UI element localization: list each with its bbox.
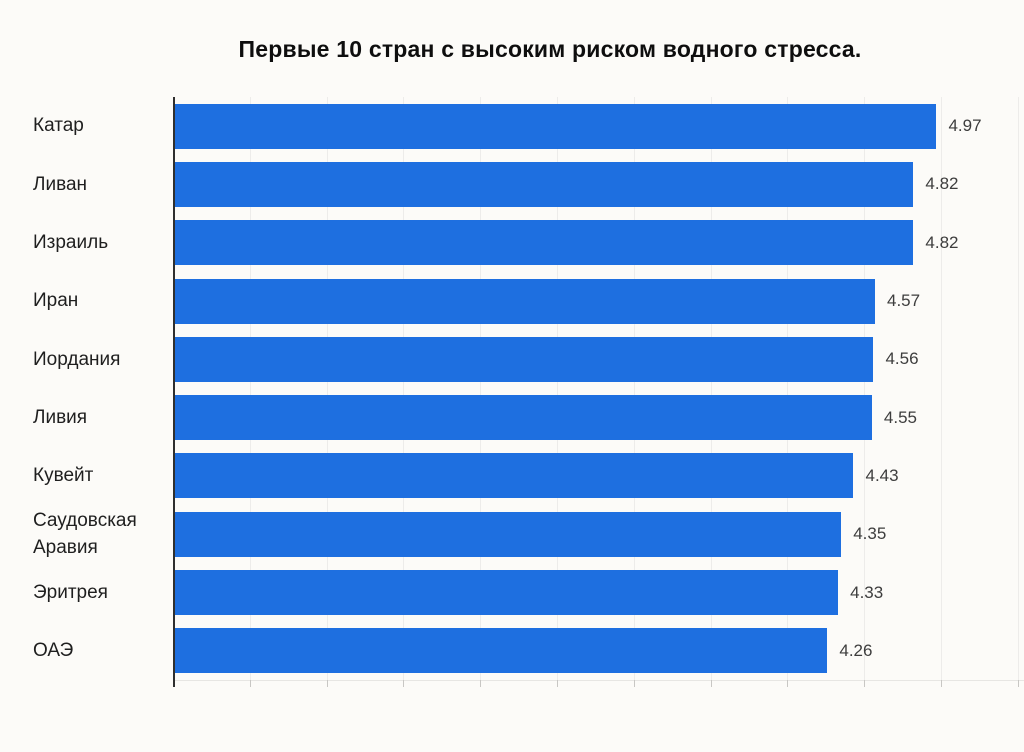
bar-value-label: 4.43 xyxy=(865,465,899,485)
bar-chart: Катар Ливан Израиль Иран Иордания Ливия Кувейт… xyxy=(0,97,1024,687)
bar-value-label: 4.56 xyxy=(885,349,919,369)
category-axis: Катар Ливан Израиль Иран Иордания Ливия Кувейт… xyxy=(0,97,173,680)
plot-area: 4.97 4.82 4.82 4.57 4.56 4.55 4.43 4.35 4.33 4.26 xyxy=(173,97,1024,687)
x-tick xyxy=(864,680,866,687)
gridline xyxy=(710,97,712,680)
bar xyxy=(173,161,914,207)
bar-row: 4.82 xyxy=(173,214,1024,272)
category-label: Иордания xyxy=(33,348,121,370)
category-label: Иран xyxy=(33,290,79,312)
bar-value-label: 4.33 xyxy=(850,582,884,602)
bar-row: 4.97 xyxy=(173,97,1024,155)
bar-row: 4.57 xyxy=(173,272,1024,330)
category-label: Кувейт xyxy=(33,465,94,487)
x-tick xyxy=(326,680,328,687)
x-tick xyxy=(787,680,789,687)
bar xyxy=(173,511,842,557)
bar-rows: 4.97 4.82 4.82 4.57 4.56 4.55 4.43 4.35 4.33 4.26 xyxy=(173,97,1024,680)
x-tick xyxy=(633,680,635,687)
x-axis-ticks xyxy=(173,680,1024,688)
category-label: Саудовская Аравия xyxy=(33,509,137,559)
category-label: ОАЭ xyxy=(33,640,74,662)
bar-value-label: 4.82 xyxy=(925,232,959,252)
category-label: Ливан xyxy=(33,173,88,195)
bar xyxy=(173,453,854,499)
chart-title: Первые 10 стран с высоким риском водного… xyxy=(238,36,862,62)
gridline xyxy=(633,97,635,680)
bar-row: 4.33 xyxy=(173,563,1024,621)
gridline xyxy=(480,97,482,680)
category-label: Израиль xyxy=(33,231,109,253)
category-label: Эритрея xyxy=(33,581,108,603)
bar-value-label: 4.55 xyxy=(883,407,918,427)
x-tick xyxy=(710,680,712,687)
gridline xyxy=(557,97,559,680)
bar-row: 4.26 xyxy=(173,622,1024,680)
gridline xyxy=(787,97,789,680)
bar-row: 4.82 xyxy=(173,155,1024,213)
bar-row: 4.35 xyxy=(173,505,1024,563)
bar-value-label: 4.97 xyxy=(948,116,982,136)
y-axis-line xyxy=(173,97,175,687)
bar-value-label: 4.57 xyxy=(886,291,921,311)
x-tick xyxy=(249,680,251,687)
bar xyxy=(173,628,828,674)
x-tick xyxy=(480,680,482,687)
bar-value-label: 4.82 xyxy=(925,174,959,194)
gridline xyxy=(864,97,866,680)
bar-row: 4.55 xyxy=(173,388,1024,446)
bar-row: 4.56 xyxy=(173,330,1024,388)
x-tick xyxy=(403,680,405,687)
bar xyxy=(173,220,914,266)
x-axis-line xyxy=(173,680,1024,681)
bar xyxy=(173,570,839,616)
gridline xyxy=(403,97,405,680)
bar xyxy=(173,278,875,324)
category-label: Ливия xyxy=(33,406,88,428)
gridlines xyxy=(173,97,1024,680)
gridline xyxy=(1017,97,1019,680)
x-tick xyxy=(557,680,559,687)
bar xyxy=(173,103,937,149)
bar-value-label: 4.35 xyxy=(853,524,887,544)
bar-row: 4.43 xyxy=(173,447,1024,505)
x-tick xyxy=(941,680,943,687)
bar-value-label: 4.26 xyxy=(839,640,873,660)
x-tick xyxy=(1017,680,1019,687)
gridline xyxy=(941,97,943,680)
bar xyxy=(173,395,872,441)
category-label: Катар xyxy=(33,115,84,137)
gridline xyxy=(249,97,251,680)
bar xyxy=(173,336,874,382)
chart-page: Первые 10 стран с высоким риском водного… xyxy=(0,36,1024,687)
gridline xyxy=(326,97,328,680)
